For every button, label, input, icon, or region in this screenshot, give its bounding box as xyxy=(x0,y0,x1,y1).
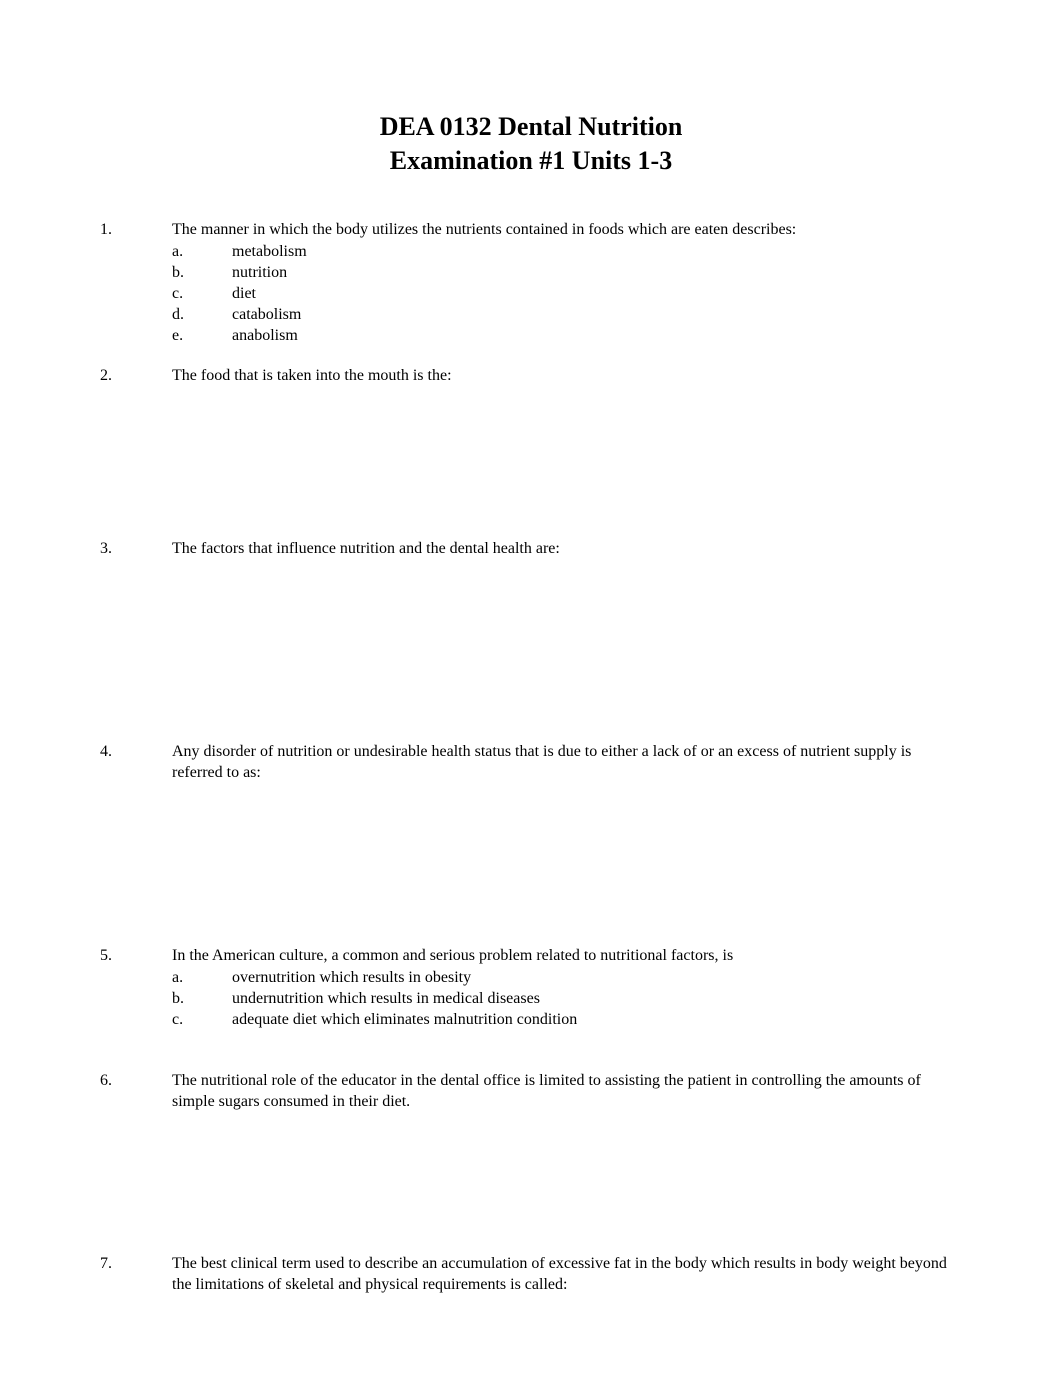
question-2: 2. The food that is taken into the mouth… xyxy=(100,366,962,389)
question-number: 5. xyxy=(100,946,172,1031)
option-text: anabolism xyxy=(232,326,962,347)
question-3: 3. The factors that influence nutrition … xyxy=(100,539,962,562)
answer-gap xyxy=(100,1051,962,1071)
option-text: catabolism xyxy=(232,305,962,326)
answer-gap xyxy=(100,582,962,742)
question-text: The best clinical term used to describe … xyxy=(172,1254,962,1296)
question-options: a. metabolism b. nutrition c. diet d. ca… xyxy=(172,242,962,346)
question-text: The factors that influence nutrition and… xyxy=(172,539,962,560)
option-letter: b. xyxy=(172,263,232,284)
question-5: 5. In the American culture, a common and… xyxy=(100,946,962,1031)
title-line-2: Examination #1 Units 1-3 xyxy=(100,144,962,178)
option-a: a. metabolism xyxy=(172,242,962,263)
question-number: 6. xyxy=(100,1071,172,1115)
option-letter: a. xyxy=(172,242,232,263)
option-letter: e. xyxy=(172,326,232,347)
question-options: a. overnutrition which results in obesit… xyxy=(172,968,962,1030)
question-1: 1. The manner in which the body utilizes… xyxy=(100,220,962,347)
document-title-block: DEA 0132 Dental Nutrition Examination #1… xyxy=(100,110,962,178)
question-body: The manner in which the body utilizes th… xyxy=(172,220,962,347)
question-body: The food that is taken into the mouth is… xyxy=(172,366,962,389)
question-text: The nutritional role of the educator in … xyxy=(172,1071,962,1113)
question-number: 4. xyxy=(100,742,172,786)
question-text: Any disorder of nutrition or undesirable… xyxy=(172,742,962,784)
question-text: In the American culture, a common and se… xyxy=(172,946,962,967)
option-text: adequate diet which eliminates malnutrit… xyxy=(232,1010,962,1031)
option-text: undernutrition which results in medical … xyxy=(232,989,962,1010)
question-7: 7. The best clinical term used to descri… xyxy=(100,1254,962,1298)
option-letter: c. xyxy=(172,284,232,305)
question-body: The factors that influence nutrition and… xyxy=(172,539,962,562)
question-number: 1. xyxy=(100,220,172,347)
option-letter: c. xyxy=(172,1010,232,1031)
option-b: b. undernutrition which results in medic… xyxy=(172,989,962,1010)
question-body: In the American culture, a common and se… xyxy=(172,946,962,1031)
question-body: Any disorder of nutrition or undesirable… xyxy=(172,742,962,786)
option-text: overnutrition which results in obesity xyxy=(232,968,962,989)
questions-list: 1. The manner in which the body utilizes… xyxy=(100,220,962,1298)
question-text: The food that is taken into the mouth is… xyxy=(172,366,962,387)
option-c: c. diet xyxy=(172,284,962,305)
option-text: nutrition xyxy=(232,263,962,284)
question-text: The manner in which the body utilizes th… xyxy=(172,220,962,241)
answer-gap xyxy=(100,806,962,946)
option-letter: b. xyxy=(172,989,232,1010)
question-number: 3. xyxy=(100,539,172,562)
option-c: c. adequate diet which eliminates malnut… xyxy=(172,1010,962,1031)
option-text: diet xyxy=(232,284,962,305)
question-number: 7. xyxy=(100,1254,172,1298)
question-body: The best clinical term used to describe … xyxy=(172,1254,962,1298)
answer-gap xyxy=(100,1134,962,1254)
question-number: 2. xyxy=(100,366,172,389)
question-6: 6. The nutritional role of the educator … xyxy=(100,1071,962,1115)
option-e: e. anabolism xyxy=(172,326,962,347)
title-line-1: DEA 0132 Dental Nutrition xyxy=(100,110,962,144)
option-a: a. overnutrition which results in obesit… xyxy=(172,968,962,989)
option-letter: d. xyxy=(172,305,232,326)
question-4: 4. Any disorder of nutrition or undesira… xyxy=(100,742,962,786)
answer-gap xyxy=(100,409,962,539)
option-d: d. catabolism xyxy=(172,305,962,326)
option-b: b. nutrition xyxy=(172,263,962,284)
option-text: metabolism xyxy=(232,242,962,263)
question-body: The nutritional role of the educator in … xyxy=(172,1071,962,1115)
option-letter: a. xyxy=(172,968,232,989)
